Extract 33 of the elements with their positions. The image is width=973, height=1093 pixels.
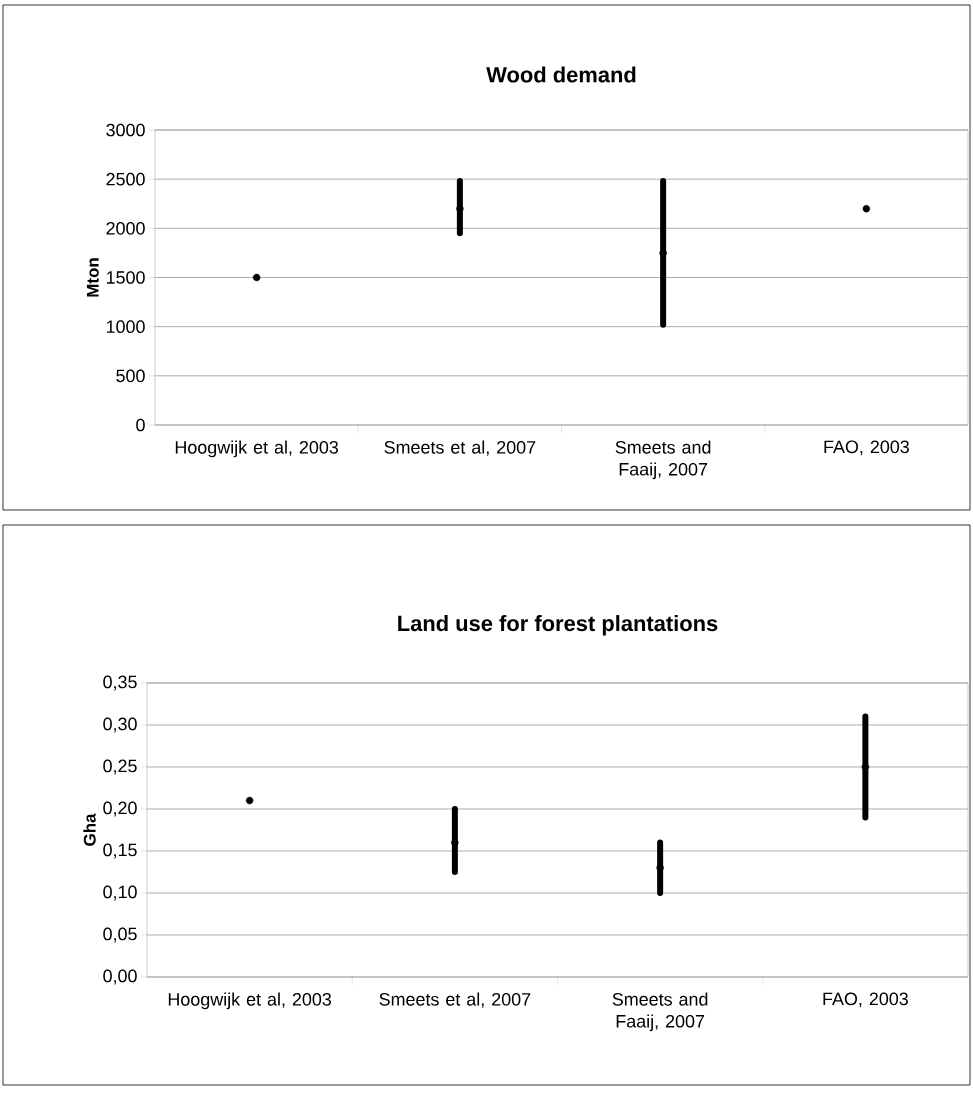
x-tick-label: Hoogwijk et al, 2003: [175, 440, 339, 458]
y-tick-label: 0,20: [103, 801, 137, 817]
y-tick-label: 0,10: [103, 885, 137, 901]
y-tick-label: 0,05: [103, 927, 137, 943]
chart-title: Wood demand: [486, 66, 636, 83]
y-tick-label: 0,00: [103, 969, 137, 985]
y-tick-label: 1500: [106, 271, 145, 284]
y-tick-label: 3000: [106, 123, 145, 137]
y-tick-label: 500: [116, 369, 145, 383]
point: [659, 249, 667, 257]
y-tick-label: 2000: [106, 221, 145, 235]
y-tick-label: 0: [136, 418, 145, 432]
point: [862, 204, 871, 213]
x-tick-label: FAO, 2003: [824, 440, 909, 456]
point: [252, 273, 261, 282]
point: [861, 763, 870, 771]
y-axis-title: Gha: [83, 813, 96, 846]
y-tick-label: 0,30: [103, 717, 137, 733]
point: [656, 864, 664, 872]
chart-title: Land use for forest plantations: [398, 615, 718, 636]
y-tick-label: 1000: [106, 320, 145, 333]
x-tick-label: Hoogwijk et al, 2003: [168, 992, 332, 1010]
y-tick-label: 0,25: [103, 759, 137, 775]
x-tick-label: Smeets and Faaij, 2007: [612, 992, 708, 1032]
x-tick-label: FAO, 2003: [823, 992, 908, 1008]
y-tick-label: 0,15: [103, 843, 137, 859]
x-tick-label: Smeets et al, 2007: [384, 440, 536, 456]
y-axis-title: Mton: [86, 258, 99, 297]
y-tick-label: 2500: [106, 172, 145, 186]
x-tick-label: Smeets et al, 2007: [379, 992, 531, 1008]
point: [245, 796, 254, 805]
x-tick-label: Smeets and Faaij, 2007: [615, 440, 711, 480]
y-tick-label: 0,35: [103, 675, 137, 691]
